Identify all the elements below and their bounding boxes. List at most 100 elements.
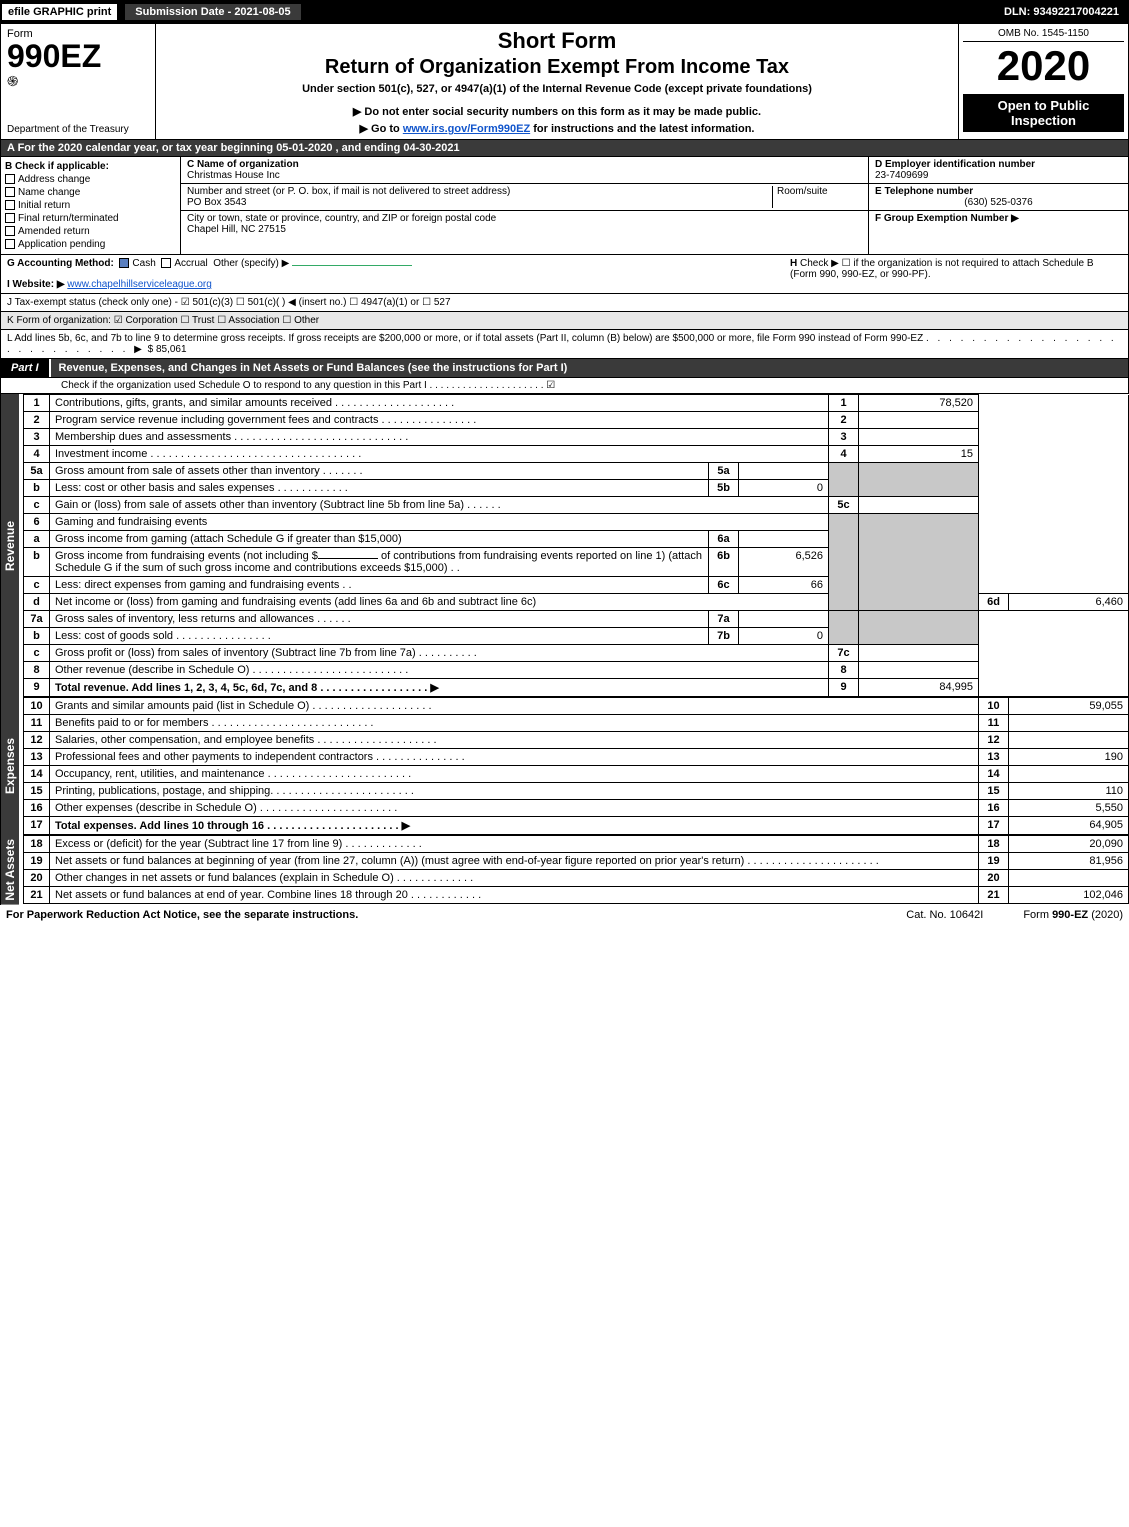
- line-7a-desc: Gross sales of inventory, less returns a…: [50, 611, 709, 628]
- org-name-label: C Name of organization: [187, 159, 299, 170]
- line-4-desc: Investment income . . . . . . . . . . . …: [50, 446, 829, 463]
- line-8-amt: [859, 662, 979, 679]
- website-link[interactable]: www.chapelhillserviceleague.org: [67, 279, 212, 290]
- pending-label: Application pending: [18, 239, 105, 250]
- revenue-tab: Revenue: [1, 394, 19, 697]
- cash-checkbox[interactable]: [119, 258, 129, 268]
- line-17-amt: 64,905: [1009, 817, 1129, 835]
- open-to-public: Open to Public Inspection: [963, 94, 1124, 132]
- line-1-amt: 78,520: [859, 395, 979, 412]
- goto-line: ▶ Go to www.irs.gov/Form990EZ for instru…: [164, 122, 950, 135]
- line-2-amt: [859, 412, 979, 429]
- line-3-desc: Membership dues and assessments . . . . …: [50, 429, 829, 446]
- line-6b-sub: 6b: [709, 548, 739, 577]
- line-6b-pre: Gross income from fundraising events (no…: [55, 550, 318, 562]
- line-5a-sub: 5a: [709, 463, 739, 480]
- section-c: C Name of organization Christmas House I…: [181, 157, 868, 254]
- page-footer: For Paperwork Reduction Act Notice, see …: [0, 905, 1129, 925]
- line-5b-subamt: 0: [739, 480, 829, 497]
- line-16-desc: Other expenses (describe in Schedule O) …: [50, 800, 979, 817]
- top-bar: efile GRAPHIC print Submission Date - 20…: [0, 0, 1129, 24]
- line-6a-sub: 6a: [709, 531, 739, 548]
- org-name: Christmas House Inc: [187, 170, 280, 181]
- section-l-text: L Add lines 5b, 6c, and 7b to line 9 to …: [7, 333, 923, 344]
- website-label: I Website: ▶: [7, 279, 65, 290]
- section-h-label: H: [790, 258, 797, 269]
- other-method-label: Other (specify) ▶: [213, 258, 289, 269]
- goto-pre: ▶ Go to: [360, 123, 403, 135]
- line-7a-subamt: [739, 611, 829, 628]
- line-11-desc: Benefits paid to or for members . . . . …: [50, 715, 979, 732]
- amended-checkbox[interactable]: [5, 226, 15, 236]
- initial-return-checkbox[interactable]: [5, 200, 15, 210]
- line-12-amt: [1009, 732, 1129, 749]
- accrual-checkbox[interactable]: [161, 258, 171, 268]
- line-7a-sub: 7a: [709, 611, 739, 628]
- final-return-label: Final return/terminated: [18, 213, 119, 224]
- dept-treasury: Department of the Treasury: [7, 124, 149, 135]
- part1-bar: Part I Revenue, Expenses, and Changes in…: [0, 359, 1129, 378]
- line-6c-sub: 6c: [709, 577, 739, 594]
- line-7b-sub: 7b: [709, 628, 739, 645]
- line-19-desc: Net assets or fund balances at beginning…: [50, 853, 979, 870]
- section-b-label: B Check if applicable:: [5, 161, 176, 172]
- revenue-section: Revenue 1Contributions, gifts, grants, a…: [0, 394, 1129, 697]
- addr-value: PO Box 3543: [187, 197, 246, 208]
- address-change-checkbox[interactable]: [5, 174, 15, 184]
- part1-tag: Part I: [1, 359, 51, 377]
- line-6c-subamt: 66: [739, 577, 829, 594]
- tax-year: 2020: [963, 42, 1124, 90]
- line-6b-desc: Gross income from fundraising events (no…: [50, 548, 709, 577]
- irs-link[interactable]: www.irs.gov/Form990EZ: [403, 123, 530, 135]
- line-7b-subamt: 0: [739, 628, 829, 645]
- line-13-desc: Professional fees and other payments to …: [50, 749, 979, 766]
- form-number: 990EZ: [7, 40, 149, 72]
- part1-check-note: Check if the organization used Schedule …: [0, 378, 1129, 394]
- line-14-amt: [1009, 766, 1129, 783]
- line-20-desc: Other changes in net assets or fund bala…: [50, 870, 979, 887]
- cat-number: Cat. No. 10642I: [906, 909, 983, 921]
- netassets-section: Net Assets 18Excess or (deficit) for the…: [0, 835, 1129, 905]
- ein-label: D Employer identification number: [875, 159, 1035, 170]
- netassets-table: 18Excess or (deficit) for the year (Subt…: [23, 835, 1129, 904]
- line-7b-desc: Less: cost of goods sold . . . . . . . .…: [50, 628, 709, 645]
- line-6c-desc: Less: direct expenses from gaming and fu…: [50, 577, 709, 594]
- efile-print-label[interactable]: efile GRAPHIC print: [0, 2, 119, 22]
- accounting-row: G Accounting Method: Cash Accrual Other …: [0, 255, 1129, 294]
- section-j: J Tax-exempt status (check only one) - ☑…: [0, 294, 1129, 312]
- line-13-amt: 190: [1009, 749, 1129, 766]
- name-change-checkbox[interactable]: [5, 187, 15, 197]
- line-11-amt: [1009, 715, 1129, 732]
- addr-label: Number and street (or P. O. box, if mail…: [187, 186, 510, 197]
- name-change-label: Name change: [18, 187, 80, 198]
- line-18-amt: 20,090: [1009, 836, 1129, 853]
- section-b-checks: B Check if applicable: Address change Na…: [1, 157, 181, 254]
- line-14-desc: Occupancy, rent, utilities, and maintena…: [50, 766, 979, 783]
- initial-return-label: Initial return: [18, 200, 70, 211]
- line-12-desc: Salaries, other compensation, and employ…: [50, 732, 979, 749]
- amended-label: Amended return: [18, 226, 90, 237]
- section-k: K Form of organization: ☑ Corporation ☐ …: [0, 312, 1129, 330]
- line-10-desc: Grants and similar amounts paid (list in…: [50, 698, 979, 715]
- expenses-section: Expenses 10Grants and similar amounts pa…: [0, 697, 1129, 835]
- line-15-amt: 110: [1009, 783, 1129, 800]
- entity-box: B Check if applicable: Address change Na…: [0, 157, 1129, 255]
- line-6a-subamt: [739, 531, 829, 548]
- line-5b-desc: Less: cost or other basis and sales expe…: [50, 480, 709, 497]
- final-return-checkbox[interactable]: [5, 213, 15, 223]
- line-10-amt: 59,055: [1009, 698, 1129, 715]
- city-value: Chapel Hill, NC 27515: [187, 224, 286, 235]
- goto-post: for instructions and the latest informat…: [530, 123, 754, 135]
- phone-label: E Telephone number: [875, 186, 973, 197]
- netassets-tab: Net Assets: [1, 835, 19, 905]
- line-19-amt: 81,956: [1009, 853, 1129, 870]
- line-5c-desc: Gain or (loss) from sale of assets other…: [50, 497, 829, 514]
- form-id-footer: Form 990-EZ (2020): [1023, 909, 1123, 921]
- section-l-amount: $ 85,061: [148, 344, 187, 355]
- line-6b-subamt: 6,526: [739, 548, 829, 577]
- line-6-desc: Gaming and fundraising events: [50, 514, 829, 531]
- line-20-amt: [1009, 870, 1129, 887]
- line-1-desc: Contributions, gifts, grants, and simila…: [50, 395, 829, 412]
- line-4-amt: 15: [859, 446, 979, 463]
- pending-checkbox[interactable]: [5, 239, 15, 249]
